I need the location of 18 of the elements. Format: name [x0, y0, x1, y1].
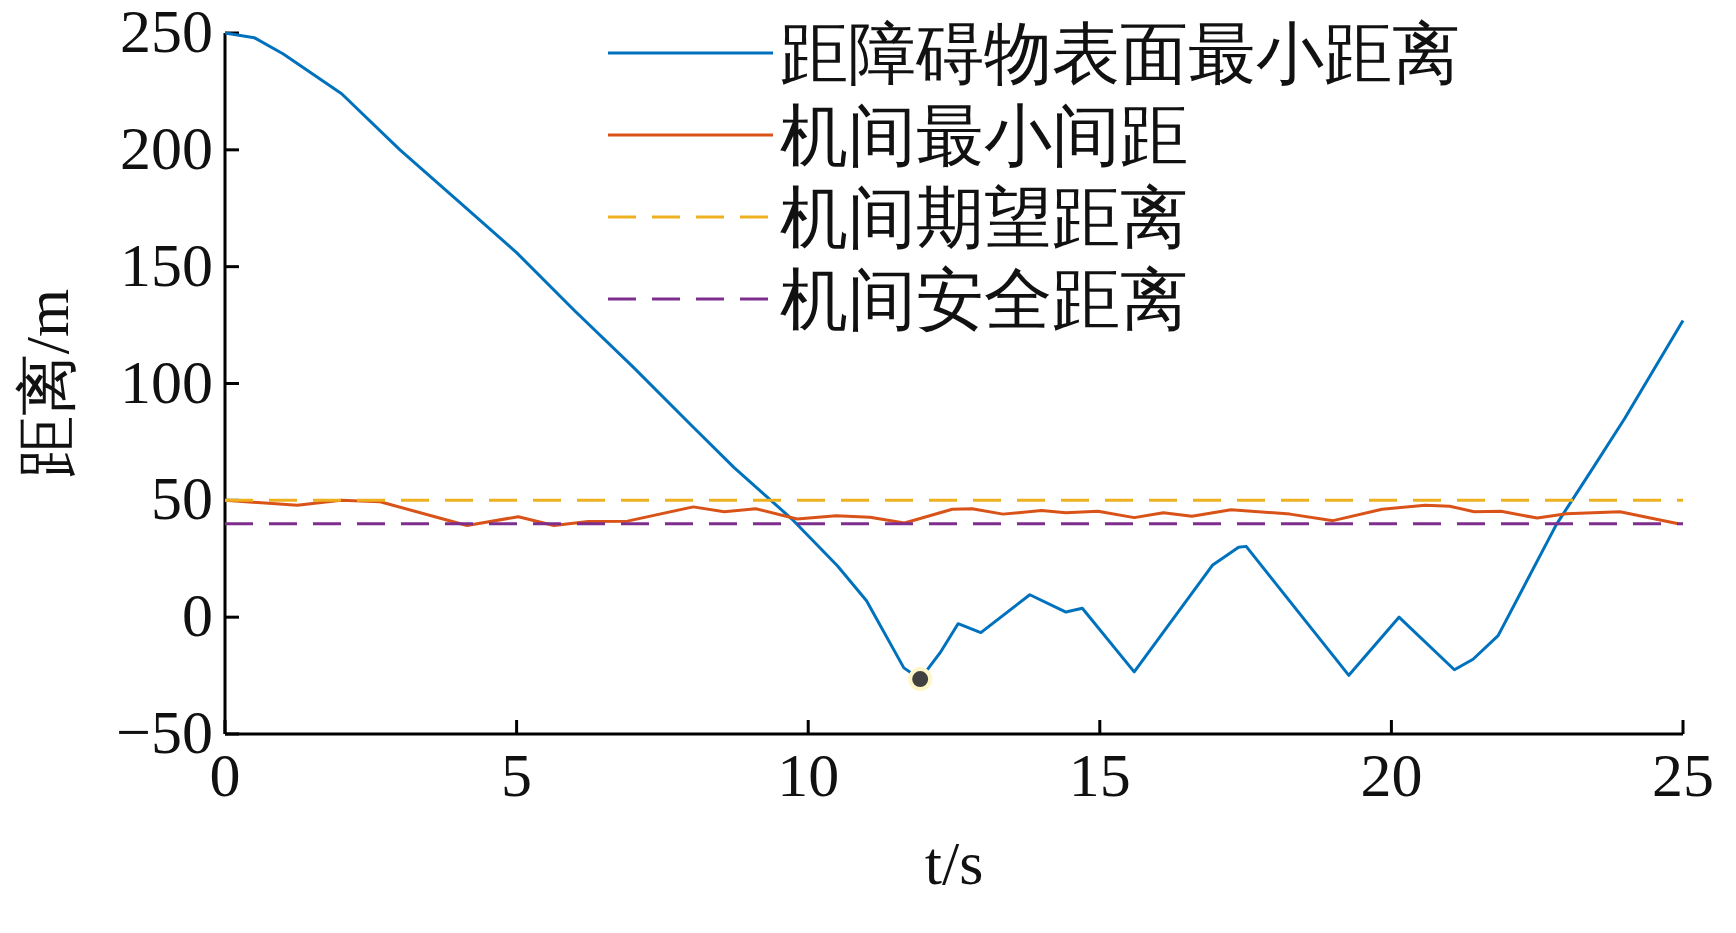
y-tick-label: 150: [120, 230, 213, 299]
x-tick-label: 5: [501, 741, 533, 809]
x-tick-label: 10: [777, 741, 840, 809]
legend-label: 距障碍物表面最小距离: [780, 16, 1460, 92]
y-tick-label: 200: [120, 113, 213, 182]
legend-label: 机间最小间距: [780, 98, 1188, 174]
y-tick-label: 50: [151, 464, 213, 533]
x-tick-label: 25: [1652, 741, 1714, 809]
x-tick-label: 15: [1068, 741, 1131, 809]
legend-label: 机间期望距离: [780, 180, 1188, 256]
x-axis-title: t/s: [924, 829, 984, 897]
legend-label: 机间安全距离: [780, 262, 1188, 338]
y-axis-title: 距离/m: [13, 288, 81, 479]
y-tick-label: 0: [182, 581, 213, 650]
y-tick-label: −50: [116, 698, 213, 766]
x-tick-label: 20: [1360, 741, 1423, 809]
y-tick-label: 100: [120, 347, 213, 416]
y-tick-label: 250: [120, 0, 213, 65]
